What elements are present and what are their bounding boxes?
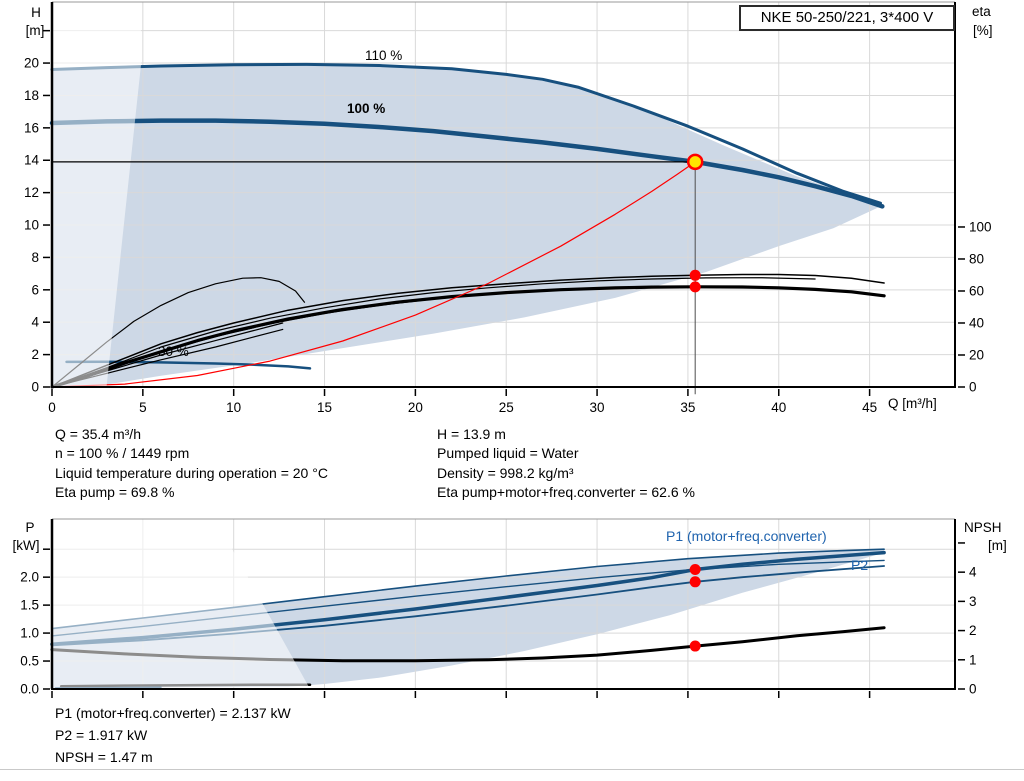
svg-text:8: 8 (31, 250, 39, 265)
svg-text:14: 14 (24, 153, 40, 168)
svg-text:1.0: 1.0 (20, 626, 39, 641)
operating-point-dot (689, 281, 701, 293)
right-axis-title-eta: eta (972, 4, 991, 19)
info-eta-pump: Eta pump = 69.8 % (55, 483, 175, 500)
svg-text:0.0: 0.0 (20, 682, 39, 697)
svg-text:3: 3 (969, 594, 977, 609)
svg-text:1.5: 1.5 (20, 598, 39, 613)
info-q: Q = 35.4 m³/h (55, 426, 141, 442)
x-axis-title-q: Q [m³/h] (888, 396, 937, 411)
curve-label-p2: P2 (851, 557, 869, 573)
left-axis-unit-m: [m] (25, 23, 45, 38)
speed-110-curve (50, 62, 882, 205)
svg-text:40: 40 (771, 400, 786, 415)
chart-0: 0 5 10 15 20 25 30 35 40 45 0 2 4 6 8 10 12 14 16 18 20 0 20 40… (24, 1, 992, 415)
svg-text:6: 6 (31, 282, 39, 297)
svg-text:2.0: 2.0 (20, 570, 39, 585)
left-axis-title-h: H (31, 5, 41, 20)
chart-1: 0.0 0.5 1.0 1.5 2.0 0 1 2 3 4 (20, 518, 977, 698)
curve-label-110pct: 110 % (365, 48, 403, 63)
info-pumped-liquid: Pumped liquid = Water (437, 445, 579, 462)
power-axis-unit-kw: [kW] (12, 538, 40, 553)
info-density: Density = 998.2 kg/m³ (437, 464, 574, 481)
svg-text:0: 0 (31, 380, 39, 395)
svg-text:45: 45 (862, 400, 877, 415)
npsh-axis-title: NPSH (964, 520, 1002, 535)
power-axis-title-p: P (25, 520, 35, 535)
info-p2: P2 = 1.917 kW (55, 727, 148, 743)
svg-text:0: 0 (48, 400, 56, 415)
eta-pump-curve (51, 273, 885, 388)
info-speed: n = 100 % / 1449 rpm (55, 445, 190, 462)
duty-info-right: H = 13.9 m Pumped liquid = Water Density… (437, 425, 695, 502)
info-p1: P1 (motor+freq.converter) = 2.137 kW (55, 705, 291, 721)
svg-text:12: 12 (24, 185, 39, 200)
operating-point-dot (689, 576, 701, 588)
power-info: P1 (motor+freq.converter) = 2.137 kW P2 … (55, 702, 291, 768)
svg-text:2: 2 (969, 623, 977, 638)
curve-label-p1: P1 (motor+freq.converter) (666, 528, 827, 544)
system-curve (51, 161, 696, 388)
operating-point-dot (689, 563, 701, 575)
footer-divider (0, 769, 1024, 770)
svg-text:80: 80 (969, 251, 984, 266)
svg-text:10: 10 (226, 400, 241, 415)
info-h: H = 13.9 m (437, 426, 506, 442)
info-eta-total: Eta pump+motor+freq.converter = 62.6 % (437, 483, 695, 500)
operating-point-dot (689, 269, 701, 281)
svg-text:20: 20 (408, 400, 423, 415)
svg-text:35: 35 (680, 400, 695, 415)
info-liquid-temp: Liquid temperature during operation = 20… (55, 464, 328, 481)
svg-text:0: 0 (969, 682, 977, 697)
svg-text:100: 100 (969, 219, 992, 234)
svg-text:15: 15 (317, 400, 332, 415)
svg-text:18: 18 (24, 88, 39, 103)
svg-text:4: 4 (31, 315, 39, 330)
svg-text:20: 20 (969, 347, 984, 362)
operating-point-dot (686, 153, 704, 171)
speed-100-curve (49, 118, 885, 209)
curve-label-100pct: 100 % (347, 101, 386, 116)
svg-text:60: 60 (969, 283, 984, 298)
svg-text:5: 5 (139, 400, 147, 415)
svg-text:40: 40 (969, 315, 984, 330)
eta-aux-curve-2 (51, 286, 807, 388)
svg-text:20: 20 (24, 56, 39, 71)
info-npsh: NPSH = 1.47 m (55, 749, 153, 765)
svg-text:0: 0 (969, 380, 977, 395)
pump-title-box: NKE 50-250/221, 3*400 V (739, 5, 955, 31)
npsh-axis-unit-m: [m] (988, 538, 1007, 553)
svg-text:2: 2 (31, 347, 39, 362)
svg-text:10: 10 (24, 218, 39, 233)
svg-text:16: 16 (24, 120, 39, 135)
svg-text:25: 25 (499, 400, 514, 415)
svg-text:0.5: 0.5 (20, 654, 39, 669)
operating-point-dot (689, 640, 701, 652)
svg-text:30: 30 (590, 400, 605, 415)
eta-aux-curve-1 (51, 277, 816, 388)
svg-text:4: 4 (969, 565, 977, 580)
right-axis-unit-pct: [%] (973, 23, 993, 38)
curve-label-30pct: 30 % (158, 344, 189, 359)
duty-info-left: Q = 35.4 m³/h n = 100 % / 1449 rpm Liqui… (55, 425, 328, 502)
svg-text:1: 1 (969, 652, 977, 667)
